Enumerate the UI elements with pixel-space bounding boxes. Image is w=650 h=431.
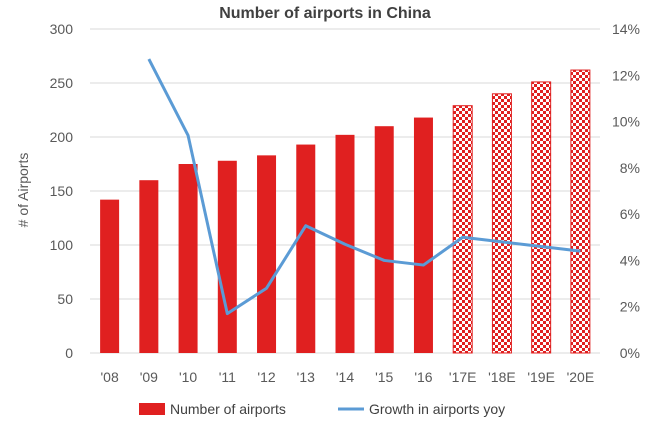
bar-9 (452, 105, 473, 354)
y-tick-label: 250 (50, 75, 74, 91)
bar-12 (570, 69, 591, 354)
legend: Number of airports Growth in airports yo… (139, 401, 505, 417)
chart-title: Number of airports in China (219, 5, 431, 22)
x-tick-label: '20E (567, 369, 595, 385)
x-tick-label: '19E (527, 369, 555, 385)
y-tick-label: 0 (65, 345, 73, 361)
y-axis-label: # of Airports (15, 153, 31, 228)
x-tick-label: '11 (219, 369, 236, 385)
growth-line (147, 58, 581, 316)
line-series (147, 58, 581, 316)
x-tick-label: '13 (297, 369, 315, 385)
y-tick-label: 200 (50, 129, 74, 145)
bar-11 (531, 81, 552, 354)
bar-7 (374, 126, 394, 353)
y2-tick-label: 6% (620, 206, 640, 222)
bar-8 (413, 117, 433, 353)
x-tick-label: '17E (449, 369, 477, 385)
y2-tick-label: 12% (612, 67, 640, 83)
x-tick-label: '18E (488, 369, 516, 385)
bar-4 (257, 155, 277, 353)
x-tick-label: '14 (336, 369, 354, 385)
legend-label-bars: Number of airports (170, 401, 286, 417)
x-tick-label: '16 (414, 369, 432, 385)
y2-tick-label: 2% (620, 299, 640, 315)
y2-tick-label: 4% (620, 252, 640, 268)
y-tick-label: 300 (50, 21, 74, 37)
bar-0 (100, 199, 120, 353)
x-tick-label: '15 (375, 369, 393, 385)
bar-1 (139, 180, 159, 353)
y2-tick-label: 14% (612, 21, 640, 37)
left-axis-ticks: 0 50 100 150 200 250 300 (50, 21, 74, 361)
bar-2 (178, 164, 198, 353)
legend-swatch-bars (139, 403, 165, 415)
right-axis-ticks: 0% 2% 4% 6% 8% 10% 12% 14% (612, 21, 640, 361)
y2-tick-label: 0% (620, 345, 640, 361)
legend-label-line: Growth in airports yoy (369, 401, 505, 417)
y-tick-label: 150 (50, 183, 74, 199)
y2-tick-label: 10% (612, 114, 640, 130)
bar-series (100, 69, 591, 354)
x-tick-label: '09 (140, 369, 158, 385)
bar-3 (217, 160, 237, 353)
x-tick-label: '08 (100, 369, 118, 385)
y2-tick-label: 8% (620, 160, 640, 176)
x-tick-label: '10 (179, 369, 197, 385)
bar-10 (491, 93, 512, 354)
y-tick-label: 100 (50, 237, 74, 253)
y-tick-label: 50 (57, 291, 73, 307)
bar-5 (296, 144, 316, 353)
x-tick-label: '12 (257, 369, 275, 385)
x-axis-ticks: '08 '09 '10 '11 '12 '13 '14 '15 '16 '17E '18E '19E '… (100, 369, 594, 385)
